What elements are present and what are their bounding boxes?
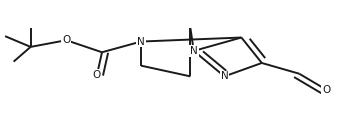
Text: N: N: [190, 46, 198, 56]
Text: O: O: [322, 85, 330, 95]
Text: N: N: [137, 37, 145, 46]
Text: N: N: [221, 71, 228, 81]
Text: O: O: [93, 70, 101, 80]
Text: O: O: [62, 35, 70, 45]
